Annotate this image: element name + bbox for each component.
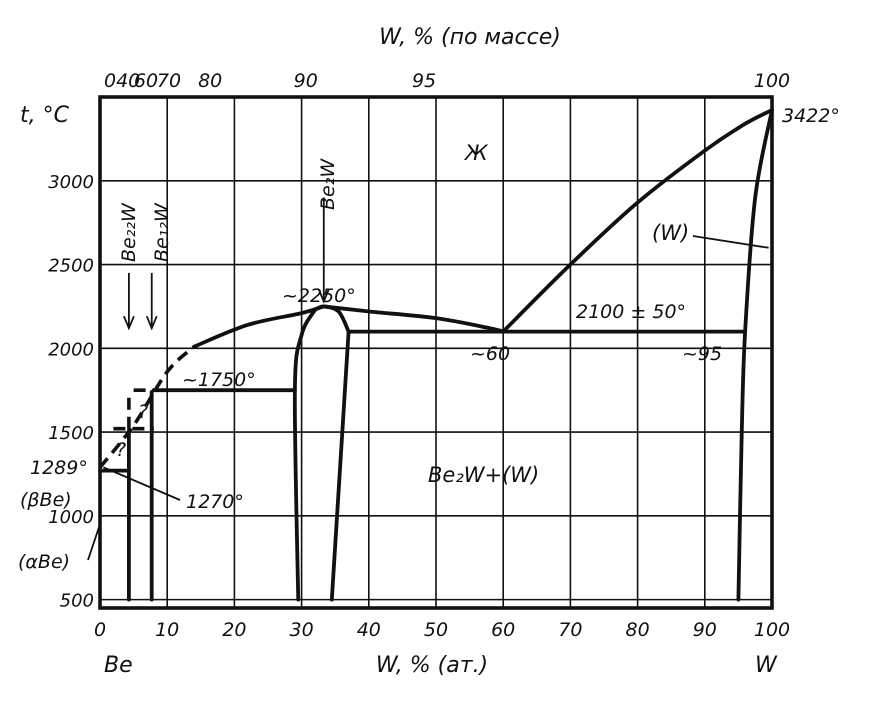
liquidus-w <box>501 108 774 334</box>
x-tick-label-4: 40 <box>357 619 381 641</box>
compound-be22w-label: Be₂₂W <box>118 202 140 262</box>
compound-be2w-label: Be₂W <box>317 158 339 210</box>
uncertain-mark-2: ? <box>116 439 126 461</box>
be2w-max-label: ~2250° <box>282 285 356 307</box>
liquidus-right <box>321 304 506 334</box>
be-transition-label: 1270° <box>186 491 244 513</box>
be-melting-label: 1289° <box>30 457 88 479</box>
be-transition-leader <box>103 466 181 501</box>
plot-frame <box>98 95 774 610</box>
top-tick-label-5: 95 <box>412 70 436 92</box>
y-tick-labels: 500 1000 1500 2000 2500 3000 <box>48 172 94 612</box>
top-tick-label-4: 90 <box>294 70 318 92</box>
w-melting-label: 3422° <box>782 105 840 127</box>
x-tick-label-9: 90 <box>693 619 717 641</box>
element-w-label: W <box>755 653 778 678</box>
w-solid-leader <box>692 235 769 249</box>
be2w-arrow-head <box>317 289 330 304</box>
x-tick-label-0: 0 <box>94 619 106 641</box>
grid <box>100 97 772 608</box>
x-axis-title: W, % (ат.) <box>376 653 488 678</box>
alpha-be-leader <box>87 523 101 561</box>
y-tick-label-1: 1000 <box>48 507 94 528</box>
top-axis-title: W, % (по массе) <box>379 25 561 50</box>
w-solvus <box>736 108 774 602</box>
eutectic-label: 2100 ± 50° <box>576 301 686 323</box>
x-tick-label-3: 30 <box>290 619 314 641</box>
x-tick-label-1: 10 <box>155 619 179 641</box>
y-tick-label-0: 500 <box>60 591 94 612</box>
x-tick-label-10: 100 <box>754 619 790 641</box>
eutectic-liquid-label: ~60 <box>470 343 510 365</box>
eutectic-solid-label: ~95 <box>682 343 722 365</box>
x-tick-label-7: 70 <box>558 619 582 641</box>
two-phase-label: Be₂W+(W) <box>428 463 539 487</box>
compound-be12w-label: Be₁₂W <box>151 202 173 262</box>
beta-be-label: (βBe) <box>20 489 72 511</box>
phase-boundaries <box>87 108 774 602</box>
top-tick-label-1: 60 <box>134 70 158 92</box>
be2w-left-boundary <box>292 307 317 602</box>
liquid-label: Ж <box>463 141 489 165</box>
be2w-top <box>313 304 351 334</box>
top-tick-label-2: 70 <box>157 70 181 92</box>
y-axis-title: t, °C <box>20 103 70 128</box>
x-tick-labels: 0 10 20 30 40 50 60 70 80 90 100 <box>94 619 790 641</box>
y-tick-label-4: 2500 <box>48 256 94 277</box>
be12w-arrow-head <box>145 315 158 331</box>
top-tick-label-3: 80 <box>198 70 222 92</box>
uncertain-mark-1: ? <box>138 401 148 423</box>
y-tick-label-3: 2000 <box>48 339 94 360</box>
y-tick-label-2: 1500 <box>48 423 94 444</box>
x-tick-label-6: 60 <box>491 619 515 641</box>
be2w-right-boundary <box>329 329 351 602</box>
top-tick-label-6: 100 <box>754 70 790 92</box>
x-tick-label-2: 20 <box>222 619 246 641</box>
x-tick-label-8: 80 <box>626 619 650 641</box>
y-tick-label-5: 3000 <box>48 172 94 193</box>
alpha-be-label: (αBe) <box>18 551 70 573</box>
element-be-label: Be <box>104 653 133 678</box>
w-solid-label: (W) <box>652 221 689 245</box>
top-tick-label-0: 040 <box>104 70 140 92</box>
peritectic-label: ~1750° <box>182 369 256 391</box>
x-tick-label-5: 50 <box>424 619 448 641</box>
be22w-arrow-head <box>123 315 135 331</box>
